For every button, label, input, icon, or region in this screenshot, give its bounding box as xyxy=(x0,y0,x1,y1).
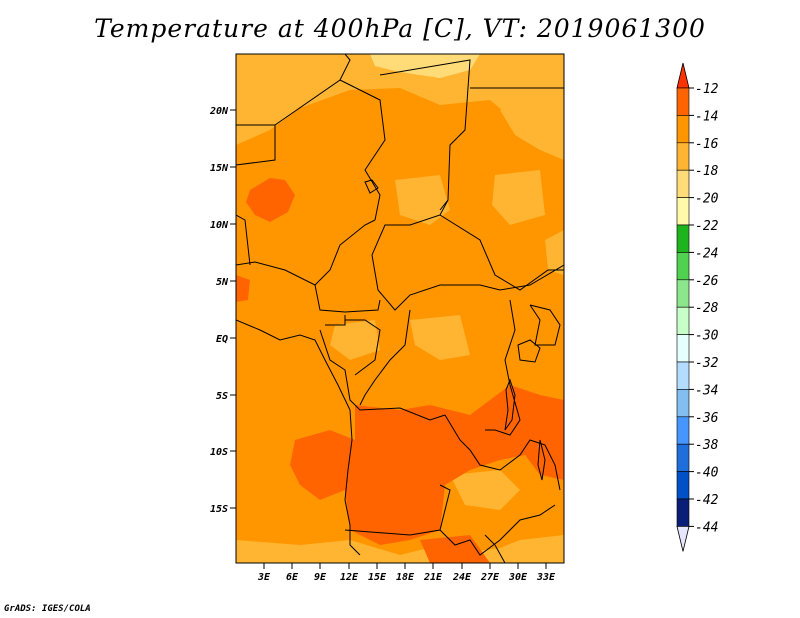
border-line xyxy=(236,124,276,166)
colorbar-label: -20 xyxy=(695,192,719,207)
lon-axis: 3E 6E 9E 12E 15E 18E 21E 24E 27E 30E 33E xyxy=(257,563,556,583)
patch-top-coolest xyxy=(370,54,480,78)
lake-victoria xyxy=(517,339,541,363)
lat-label: 5S xyxy=(216,391,228,402)
grads-credit: GrADS: IGES/COLA xyxy=(4,604,91,614)
temperature-field xyxy=(236,54,564,563)
coastline xyxy=(236,319,353,501)
lon-label: 18E xyxy=(396,572,415,583)
patch-congo-cool xyxy=(410,315,470,360)
colorbar-arrow-top xyxy=(676,62,690,89)
colorbar-label: -32 xyxy=(695,356,719,371)
border-line xyxy=(236,219,376,286)
colorbar-swatch xyxy=(676,197,690,226)
patch-zambia-cool xyxy=(450,470,520,510)
colorbar-label: -18 xyxy=(695,164,719,179)
lat-axis: 20N 15N 10N 5N EQ 5S 10S 15S xyxy=(209,106,236,515)
map-title: Temperature at 400hPa [C], VT: 201906130… xyxy=(94,14,706,43)
colorbar-swatch xyxy=(676,471,690,500)
lon-label: 6E xyxy=(286,572,299,583)
lake-chad xyxy=(364,179,379,194)
lon-label: 15E xyxy=(368,572,387,583)
patch-nigeria-warm xyxy=(246,178,295,222)
colorbar-label: -24 xyxy=(695,246,718,261)
lat-label: 20N xyxy=(209,106,229,117)
colorbar-swatch xyxy=(676,252,690,281)
lon-label: 21E xyxy=(423,572,443,583)
border-line xyxy=(339,79,386,221)
patch-northeast-cool xyxy=(500,95,564,160)
colorbar-label: -28 xyxy=(695,301,719,316)
patch-gabon-cool xyxy=(330,320,380,360)
colorbar-label: -14 xyxy=(695,109,718,124)
lat-label: 5N xyxy=(216,277,229,288)
colorbar-label: -44 xyxy=(695,520,718,535)
border-line xyxy=(314,284,381,313)
colorbar: -12 -14 -16 -18 -20 -22 -24 -26 -28 -30 -32 -34 -36 -… xyxy=(676,62,719,552)
lon-label: 27E xyxy=(480,572,500,583)
lake-tanganyika xyxy=(504,378,516,431)
lat-label: EQ xyxy=(216,334,228,345)
colorbar-swatch xyxy=(676,443,690,472)
patch-sahel-cool xyxy=(395,175,450,225)
lon-label: 24E xyxy=(452,572,472,583)
lat-label: 10S xyxy=(210,447,228,458)
lat-label: 15N xyxy=(210,163,229,174)
colorbar-label: -42 xyxy=(695,493,719,508)
colorbar-label: -22 xyxy=(695,219,719,234)
lon-label: 12E xyxy=(340,572,359,583)
border-line xyxy=(344,499,361,556)
colorbar-label: -26 xyxy=(695,274,719,289)
colorbar-swatch xyxy=(676,224,690,253)
colorbar-swatch xyxy=(676,279,690,308)
border-line xyxy=(236,214,251,266)
colorbar-label: -16 xyxy=(695,137,719,152)
border-line xyxy=(439,504,556,556)
lon-label: 3E xyxy=(257,572,271,583)
map-frame xyxy=(235,53,565,564)
colorbar-label: -36 xyxy=(695,411,719,426)
colorbar-label: -12 xyxy=(695,82,719,97)
border-line xyxy=(529,304,561,346)
colorbar-label: -38 xyxy=(695,438,719,453)
patch-zambezi-warm xyxy=(420,535,490,563)
border-line xyxy=(484,534,506,563)
border-line xyxy=(319,329,446,421)
colorbar-swatch xyxy=(676,498,690,527)
colorbar-swatch xyxy=(676,416,690,445)
colorbar-label: -30 xyxy=(695,329,719,344)
border-line xyxy=(439,214,564,291)
lon-label: 9E xyxy=(314,572,327,583)
lon-label: 30E xyxy=(508,572,528,583)
colorbar-arrow-bottom xyxy=(676,526,690,552)
colorbar-swatch xyxy=(676,334,690,363)
patch-sudan-cool xyxy=(492,170,545,225)
colorbar-label: -34 xyxy=(695,383,718,398)
patch-west-warm xyxy=(236,275,250,302)
colorbar-swatch xyxy=(676,115,690,144)
lat-label: 15S xyxy=(210,504,228,515)
patch-ethiopia-cool xyxy=(545,230,564,275)
lake-malawi xyxy=(537,439,546,481)
lon-label: 33E xyxy=(536,572,556,583)
border-line xyxy=(444,414,561,491)
patch-angola-warm xyxy=(290,385,564,545)
border-line xyxy=(371,199,564,311)
colorbar-label: -40 xyxy=(695,466,719,481)
border-line xyxy=(274,54,351,126)
colorbar-swatch xyxy=(676,306,690,335)
colorbar-swatch xyxy=(676,389,690,418)
country-borders xyxy=(236,54,564,563)
colorbar-swatch xyxy=(676,87,690,116)
border-line xyxy=(359,309,411,406)
patch-north-cool xyxy=(236,54,564,145)
colorbar-swatch xyxy=(676,361,690,390)
border-line xyxy=(325,315,381,376)
border-line xyxy=(485,299,521,436)
lat-label: 10N xyxy=(210,220,229,231)
colorbar-swatch xyxy=(676,169,690,198)
colorbar-swatch xyxy=(676,142,690,171)
